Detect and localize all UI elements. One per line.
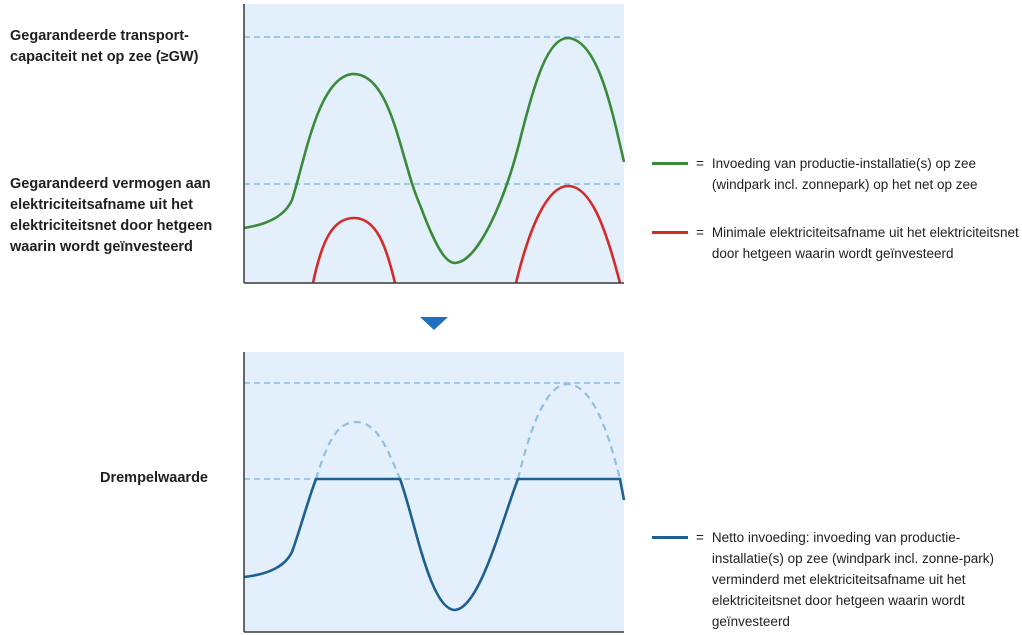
legend-equals: = [696,225,704,240]
blue-line-swatch-icon [652,536,688,539]
legend-item-blue: = Netto invoeding: invoeding van product… [652,527,1022,632]
green-feed-in-curve [243,36,626,265]
blue-clipped-peak-1 [314,420,402,480]
legend-item-green: = Invoeding van productie-installatie(s)… [652,153,1022,195]
green-line-swatch-icon [652,162,688,165]
legend-equals: = [696,530,704,545]
down-arrow-icon [420,317,448,330]
blue-net-feed-in-curve [243,477,626,612]
legend-text: Minimale elektriciteitsafname uit het el… [711,225,1019,261]
blue-clipped-peak-2 [516,382,622,480]
legend-text: Invoeding van productie-installatie(s) o… [711,156,978,192]
threshold-label: Drempelwaarde [100,470,208,486]
legend-item-red: = Minimale elektriciteitsafname uit het … [652,222,1022,264]
legend-equals: = [696,156,704,171]
red-demand-curve-2 [514,184,622,284]
guaranteed-power-label: Gegarandeerd vermogen aan elektriciteits… [10,176,213,255]
legend-text: Netto invoeding: invoeding van productie… [711,530,995,629]
red-line-swatch-icon [652,231,688,234]
transport-capacity-label: Gegarandeerde transport-capaciteit net o… [10,28,199,65]
red-demand-curve-1 [311,216,397,284]
